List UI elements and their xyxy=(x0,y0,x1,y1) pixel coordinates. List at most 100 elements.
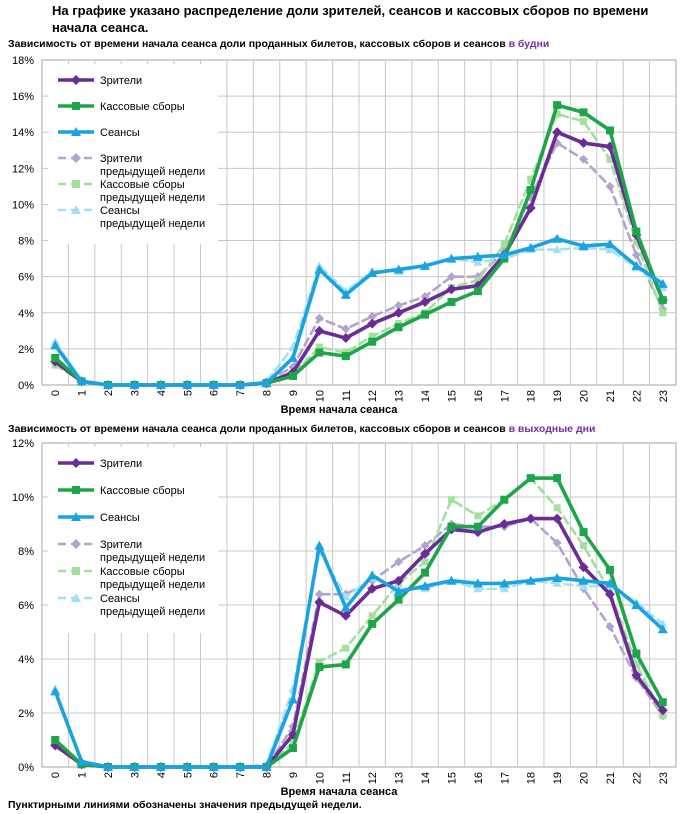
data-point xyxy=(446,575,457,585)
data-point xyxy=(368,619,377,628)
data-point xyxy=(500,240,508,248)
data-point xyxy=(208,380,219,389)
x-axis-label: Время начала сеанса xyxy=(281,404,399,416)
x-tick-label: 23 xyxy=(658,390,670,402)
data-point xyxy=(552,573,563,582)
data-point xyxy=(525,575,536,585)
legend-item-boxoffice-prev: Кассовые сборы предыдущей недели xyxy=(58,179,205,204)
data-point xyxy=(525,513,536,524)
data-point xyxy=(499,584,509,593)
data-point xyxy=(500,495,509,504)
x-tick-label: 19 xyxy=(552,772,564,784)
weekend-subtitle-highlight: в выходные дни xyxy=(508,423,596,435)
data-point xyxy=(605,181,615,191)
legend-label: Зрители предыдущей недели xyxy=(100,153,205,178)
x-tick-label: 10 xyxy=(314,772,326,784)
data-point xyxy=(314,540,325,550)
data-point xyxy=(499,250,510,259)
footnote: Пунктирными линиями обозначены значения … xyxy=(8,799,362,811)
data-point xyxy=(420,581,431,591)
data-point xyxy=(473,522,482,531)
data-point xyxy=(446,253,457,263)
x-tick-label: 23 xyxy=(658,772,670,784)
x-tick-label: 5 xyxy=(182,390,194,396)
legend-label: Сеансы xyxy=(100,127,140,139)
data-point xyxy=(579,154,589,164)
data-point xyxy=(182,762,193,771)
data-point xyxy=(472,280,483,291)
series-line xyxy=(53,549,665,769)
legend-label: Сеансы предыдущей недели xyxy=(100,593,205,618)
x-tick-label: 15 xyxy=(446,390,458,402)
legend-item-sessions: Сеансы xyxy=(58,512,140,524)
x-tick-label: 2 xyxy=(103,772,115,778)
data-point xyxy=(446,272,456,282)
y-tick-label: 14% xyxy=(12,127,34,139)
x-tick-label: 17 xyxy=(499,390,511,402)
data-point xyxy=(314,589,324,599)
y-tick-label: 18% xyxy=(12,55,34,67)
weekday-chart: 0%2%4%6%8%10%12%14%16%18%0 1 2 3 4 5 6 7 8 9 10 11 1… xyxy=(12,55,677,416)
data-point xyxy=(657,705,668,716)
data-point xyxy=(553,110,561,118)
x-tick-label: 14 xyxy=(420,772,432,784)
data-point xyxy=(420,548,431,559)
data-point xyxy=(472,578,483,588)
data-point xyxy=(314,313,324,323)
x-tick-label: 10 xyxy=(314,390,326,402)
x-tick-label: 0 xyxy=(50,772,62,778)
data-point xyxy=(367,570,378,580)
legend-item-viewers-prev: Зрители предыдущей недели xyxy=(58,539,205,564)
data-point xyxy=(499,578,510,588)
data-point xyxy=(553,504,561,512)
data-point xyxy=(394,323,403,332)
x-tick-label: 18 xyxy=(526,390,538,402)
data-point xyxy=(367,311,377,321)
x-tick-label: 20 xyxy=(579,772,591,784)
data-point xyxy=(421,568,430,577)
data-point xyxy=(552,538,562,548)
data-point xyxy=(393,307,404,318)
data-point xyxy=(632,227,641,236)
y-tick-label: 2% xyxy=(18,344,34,356)
data-point xyxy=(659,712,667,720)
data-point xyxy=(632,238,640,246)
legend-marker-symbol xyxy=(72,486,80,494)
weekend-chart-subtitle: Зависимость от времени начала сеанса дол… xyxy=(8,423,595,435)
data-point xyxy=(658,698,667,707)
data-point xyxy=(632,649,641,658)
data-point xyxy=(553,101,562,110)
data-point xyxy=(632,660,640,668)
x-tick-label: 15 xyxy=(446,772,458,784)
data-point xyxy=(578,562,589,573)
data-point xyxy=(604,141,615,152)
data-point xyxy=(446,284,457,295)
data-point xyxy=(103,762,114,771)
legend-marker-symbol xyxy=(71,153,81,163)
x-tick-label: 17 xyxy=(499,772,511,784)
data-point xyxy=(155,762,166,771)
data-point xyxy=(340,333,351,344)
y-tick-label: 6% xyxy=(18,600,34,612)
data-point xyxy=(499,519,510,529)
data-point xyxy=(288,371,297,380)
data-point xyxy=(578,575,589,585)
data-point xyxy=(472,251,483,261)
weekday-subtitle-highlight: в будни xyxy=(508,38,550,50)
legend-marker-symbol xyxy=(71,205,81,214)
legend-label: Кассовые сборы предыдущей недели xyxy=(100,179,205,204)
legend-item-viewers-prev: Зрители предыдущей недели xyxy=(58,153,205,178)
y-tick-label: 0% xyxy=(18,762,34,774)
x-tick-label: 13 xyxy=(394,390,406,402)
data-point xyxy=(473,272,483,282)
data-point xyxy=(287,694,298,704)
data-point xyxy=(420,541,430,551)
x-tick-label: 12 xyxy=(367,772,379,784)
x-tick-label: 1 xyxy=(77,772,89,778)
data-point xyxy=(155,380,166,389)
data-point xyxy=(129,762,140,771)
y-tick-label: 8% xyxy=(18,546,34,558)
legend: Зрители Кассовые сборы Сеансы Зрители предыд… xyxy=(48,64,218,244)
data-point xyxy=(473,287,482,296)
legend: Зрители Кассовые сборы Сеансы Зрители предыд… xyxy=(48,447,218,633)
